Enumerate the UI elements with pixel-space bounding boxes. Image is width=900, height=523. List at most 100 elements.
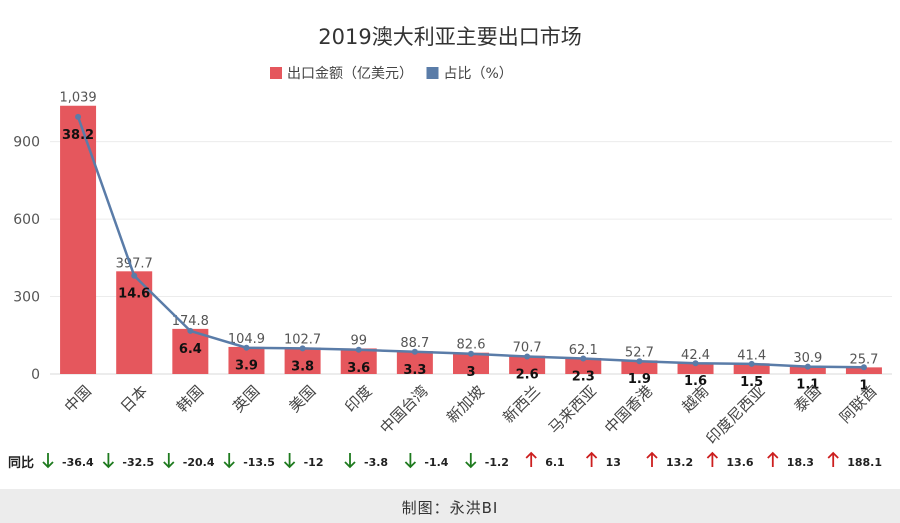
- bar-value-label: 70.7: [513, 341, 542, 356]
- arrow-down-icon: [42, 453, 54, 469]
- x-tick-label: 印度: [342, 382, 376, 416]
- line-value-label: 2.6: [516, 367, 539, 382]
- bar-series: [60, 105, 882, 375]
- line-point: [243, 344, 250, 351]
- bar: [677, 363, 714, 374]
- line-value-labels: 38.2 14.6 6.4 3.9 3.8 3.6 3.3 3 2.6 2.3 1.9 1.6 1.5 1…: [62, 128, 868, 393]
- yoy-label: 同比: [8, 455, 34, 471]
- x-tick-label: 中国: [61, 382, 95, 416]
- bar-value-label: 30.9: [793, 351, 822, 366]
- line-value-label: 1.9: [628, 372, 651, 387]
- chart-title: 2019澳大利亚主要出口市场: [318, 25, 581, 49]
- bar: [845, 367, 882, 374]
- arrow-up-icon: [585, 451, 598, 467]
- footer: 制图：永洪BI: [0, 489, 900, 523]
- bar-value-label: 41.4: [737, 348, 766, 363]
- y-tick-label: 600: [13, 212, 40, 228]
- bar: [733, 363, 770, 374]
- line-value-label: 14.6: [118, 287, 150, 302]
- bar-value-label: 82.6: [457, 338, 486, 353]
- bar-value-label: 99: [350, 333, 367, 348]
- line-series: [75, 113, 867, 371]
- line-value-label: 3.6: [347, 361, 370, 376]
- yoy-value: 188.1: [847, 456, 882, 469]
- arrow-down-icon: [344, 453, 356, 469]
- yoy-row: 同比 -36.4 -32.5 -20.4 -13.5 -12 -3.8 -1.4 -1.2 6.1…: [8, 451, 882, 471]
- x-tick-label: 日本: [117, 382, 151, 416]
- line-point: [804, 363, 811, 370]
- line-point: [411, 348, 418, 355]
- x-tick-label: 新西兰: [499, 382, 544, 427]
- arrow-up-icon: [827, 451, 839, 467]
- line-point: [187, 327, 194, 334]
- y-tick-label: 900: [13, 135, 40, 151]
- yoy-value: -3.8: [364, 456, 388, 469]
- line-point: [692, 360, 699, 367]
- line-point: [580, 355, 587, 362]
- bar-value-label: 1,039: [59, 91, 96, 106]
- y-axis: 0 300 600 900: [13, 135, 40, 383]
- bar: [453, 352, 489, 374]
- line-point: [355, 346, 362, 353]
- x-tick-label: 阿联酋: [836, 382, 881, 427]
- legend-label: 占比（%）: [444, 66, 513, 82]
- line-point: [299, 345, 306, 352]
- yoy-value: 18.3: [787, 456, 814, 469]
- line-value-label: 6.4: [179, 342, 202, 357]
- arrow-down-icon: [283, 453, 296, 469]
- bar-value-label: 42.4: [681, 348, 710, 363]
- yoy-value: -36.4: [62, 456, 94, 469]
- line-value-label: 1: [859, 378, 868, 393]
- bar-value-label: 52.7: [625, 345, 654, 360]
- line-point: [468, 350, 474, 357]
- x-tick-label: 中国台湾: [376, 382, 431, 437]
- yoy-value: -13.5: [243, 456, 275, 469]
- legend-square-icon: [426, 67, 439, 79]
- yoy-value: 6.1: [545, 456, 565, 469]
- legend-label: 出口金额（亿美元）: [287, 66, 413, 82]
- bar: [789, 366, 826, 374]
- line-value-label: 2.3: [572, 370, 595, 385]
- yoy-value: 13: [606, 456, 621, 469]
- yoy-value: -12: [304, 456, 324, 469]
- bar: [60, 105, 97, 375]
- x-tick-label: 英国: [229, 382, 263, 416]
- line-value-label: 3.9: [235, 359, 258, 374]
- y-tick-label: 0: [31, 367, 40, 383]
- legend: 出口金额（亿美元） 占比（%）: [270, 66, 513, 82]
- bar: [565, 357, 602, 374]
- line-value-label: 3.8: [291, 359, 314, 374]
- bar: [284, 347, 321, 374]
- bar-value-label: 62.1: [569, 343, 598, 358]
- line-value-label: 38.2: [62, 128, 94, 143]
- arrow-down-icon: [465, 453, 477, 469]
- y-tick-label: 300: [13, 290, 40, 306]
- arrow-down-icon: [102, 453, 115, 469]
- x-axis: 中国 日本 韩国 英国 美国 印度 中国台湾 新加坡 新西兰 马来西亚 中国香港 越南印度尼西亚 泰国阿…: [61, 382, 881, 448]
- bar: [396, 351, 433, 374]
- yoy-value: -20.4: [183, 456, 215, 469]
- yoy-value: -1.2: [485, 456, 509, 469]
- arrow-down-icon: [163, 453, 175, 469]
- bar-value-label: 25.7: [849, 352, 878, 367]
- yoy-value: 13.6: [726, 456, 753, 469]
- x-tick-label: 中国香港: [601, 382, 656, 437]
- x-tick-label: 美国: [285, 382, 319, 416]
- bar: [509, 355, 546, 374]
- bar-value-label: 88.7: [400, 336, 429, 351]
- arrow-up-icon: [646, 451, 658, 467]
- bar-value-label: 104.9: [228, 332, 265, 347]
- line-point: [636, 358, 643, 365]
- line-point: [131, 272, 138, 279]
- line-value-label: 1.1: [796, 378, 819, 393]
- footer-text: 制图：永洪BI: [401, 499, 499, 517]
- x-tick-label: 韩国: [173, 382, 207, 416]
- arrow-up-icon: [706, 451, 719, 467]
- bar-value-label: 102.7: [284, 332, 321, 347]
- line-point: [748, 360, 755, 367]
- legend-square-icon: [270, 67, 282, 79]
- x-tick-label: 印度尼西亚: [703, 382, 769, 448]
- x-tick-label: 新加坡: [443, 382, 488, 427]
- line-point: [860, 364, 867, 371]
- arrow-up-icon: [525, 451, 537, 467]
